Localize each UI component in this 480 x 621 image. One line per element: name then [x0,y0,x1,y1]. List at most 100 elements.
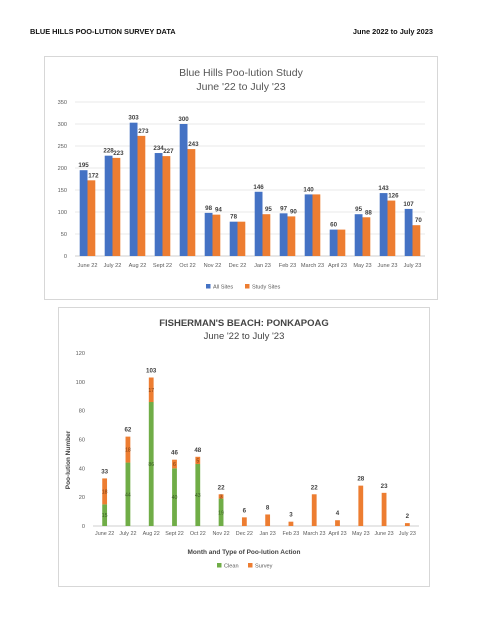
chart1-legend-label: Study Sites [252,285,280,291]
chart2-x-axis-label: Month and Type of Poo-lution Action [187,549,300,556]
page-header-title: BLUE HILLS POO-LUTION SURVEY DATA [30,27,176,36]
chart2-bar-survey [195,456,201,465]
chart1-bar-study-sites [87,180,96,256]
page-header-date-range: June 2022 to July 2023 [352,27,433,36]
chart2-total-label: 23 [381,483,388,490]
chart2-y-tick-label: 40 [79,466,85,472]
chart1-x-tick-label: Sept 22 [153,263,172,269]
chart2-bar-survey [381,492,387,526]
chart2-x-tick-label: July 23 [399,531,416,537]
chart1-data-label: 60 [330,222,337,229]
chart2-y-tick-label: 20 [79,495,85,501]
chart1-y-tick-label: 250 [58,144,67,150]
chart2-total-label: 8 [266,504,270,511]
chart1-x-tick-label: June 23 [378,263,398,269]
chart2-survey-segment-label: 6 [173,462,176,468]
chart1-y-tick-label: 150 [58,188,67,194]
chart1-y-tick-label: 300 [58,122,67,128]
chart2-total-label: 4 [336,510,340,517]
chart2-bar-survey [288,521,294,526]
chart2-bar-survey [172,459,177,469]
chart1-bar-study-sites [337,229,346,256]
chart2-x-tick-label: June 23 [374,531,393,537]
chart2-clean-segment-label: 86 [148,462,154,468]
chart1-data-label: 228 [103,148,114,155]
fishermans-beach-chart-panel: FISHERMAN'S BEACH: PONKAPOAG June '22 to… [58,307,430,587]
chart1-data-label: 88 [365,209,372,216]
chart1-legend-swatch-1 [245,284,250,289]
chart2-x-tick-label: Dec 22 [236,531,253,537]
chart1-data-label: 146 [253,184,264,191]
chart2-survey-segment-label: 3 [220,494,223,500]
chart1-data-label: 172 [88,172,99,179]
chart2-bar-survey [265,514,271,526]
chart1-y-tick-label: 100 [58,210,67,216]
chart1-bar-all-sites [329,229,338,256]
chart1-bar-study-sites [187,149,196,256]
chart1-title: Blue Hills Poo-lution Study [179,67,303,79]
chart2-x-tick-label: Nov 22 [213,531,230,537]
chart1-bar-study-sites [312,194,321,256]
chart1-bar-study-sites [362,217,371,256]
chart1-data-label: 243 [188,141,199,148]
chart2-x-tick-label: April 23 [328,531,346,537]
chart2-total-label: 103 [146,368,157,375]
chart2-y-tick-label: 0 [82,524,85,530]
chart1-x-tick-label: July 22 [104,263,122,269]
chart2-bar-survey [311,494,317,526]
chart2-total-label: 28 [357,476,364,483]
chart1-bar-study-sites [287,216,296,256]
chart1-x-tick-label: Oct 22 [179,263,195,269]
chart2-bar-survey [241,517,247,526]
chart2-y-tick-label: 120 [76,351,85,357]
chart1-bar-all-sites [129,122,138,257]
chart1-x-tick-label: May 23 [353,263,371,269]
chart2-total-label: 33 [101,468,108,475]
chart1-bar-all-sites [104,155,113,256]
chart2-y-axis-label: Poo-lution Number [65,430,72,489]
chart2-legend-swatch-0 [217,563,222,568]
chart2-clean-segment-label: 40 [172,495,178,501]
chart1-data-label: 97 [280,205,287,212]
chart2-y-tick-label: 60 [79,438,85,444]
chart2-bar-clean [125,462,131,526]
chart2-clean-segment-label: 19 [218,510,224,516]
chart1-x-tick-label: Aug 22 [129,263,147,269]
chart2-y-tick-label: 80 [79,409,85,415]
chart1-x-tick-label: Feb 23 [279,263,296,269]
chart2-bar-clean [148,402,154,526]
chart2-x-tick-label: Aug 22 [143,531,160,537]
chart2-bar-clean [172,468,177,526]
chart1-x-tick-label: Dec 22 [229,263,247,269]
chart1-bar-study-sites [387,200,396,256]
chart1-legend-label: All Sites [213,285,233,291]
chart1-bar-all-sites [204,212,213,256]
chart1-data-label: 95 [265,206,272,213]
chart2-subtitle: June '22 to July '23 [204,331,285,342]
chart2-bar-clean [195,464,201,526]
blue-hills-chart: Blue Hills Poo-lution Study June '22 to … [58,67,425,291]
chart2-bar-survey [335,520,340,526]
chart1-data-label: 140 [303,186,314,193]
chart2-survey-segment-label: 17 [148,388,154,394]
chart1-data-label: 303 [128,115,139,122]
chart1-bar-study-sites [162,156,171,256]
chart1-bar-all-sites [304,194,313,256]
chart2-x-tick-label: Jan 23 [260,531,276,537]
chart2-total-label: 48 [194,447,201,454]
chart2-bar-survey [102,478,108,505]
chart1-subtitle: June '22 to July '23 [196,81,285,93]
chart2-bar-survey [358,485,364,526]
chart2-bar-clean [102,504,108,526]
chart1-bar-study-sites [112,157,121,256]
chart2-bar-survey [218,494,224,499]
chart1-bar-study-sites [262,214,271,256]
chart1-bar-study-sites [137,135,146,256]
chart1-data-label: 78 [230,214,237,221]
chart2-total-label: 46 [171,450,178,457]
chart2-total-label: 22 [311,484,318,491]
chart2-bar-survey [125,436,131,463]
chart1-bar-all-sites [79,170,88,256]
chart2-legend-label: Clean [224,564,239,570]
chart1-bar-all-sites [279,213,288,256]
